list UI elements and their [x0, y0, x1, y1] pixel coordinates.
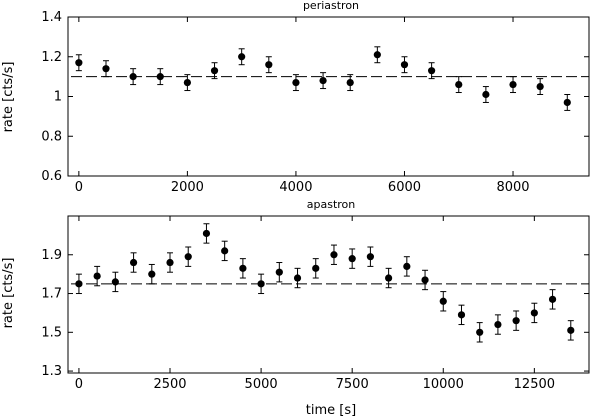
- apastron-y-tick-label: 1.7: [41, 287, 62, 302]
- periastron-x-tick-label: 8000: [496, 180, 529, 195]
- apastron-y-tick-label: 1.9: [41, 248, 62, 263]
- periastron-data-point: [156, 73, 164, 81]
- apastron-plot-frame: [67, 215, 590, 374]
- apastron-data-point: [403, 262, 411, 270]
- periastron-x-tick-label: 4000: [279, 180, 312, 195]
- apastron-data-point: [421, 276, 429, 284]
- apastron-data-point: [184, 253, 192, 261]
- periastron-title: periastron: [303, 0, 359, 12]
- periastron-x-tick-label: 2000: [171, 180, 204, 195]
- apastron-data-point: [312, 264, 320, 272]
- periastron-y-axis-label: rate [cts/s]: [1, 62, 16, 133]
- apastron-data-point: [348, 255, 356, 263]
- apastron-data-point: [239, 264, 247, 272]
- periastron-y-tick-label: 1.2: [41, 50, 62, 65]
- periastron-y-tick-label: 0.8: [41, 129, 62, 144]
- apastron-data-point: [366, 253, 374, 261]
- apastron-data-point: [257, 280, 265, 288]
- apastron-data-point: [148, 270, 156, 278]
- x-axis-label: time [s]: [306, 403, 356, 418]
- periastron-data-point: [536, 82, 544, 91]
- apastron-data-point: [75, 280, 83, 288]
- apastron-data-point: [512, 317, 520, 325]
- apastron-data-point: [293, 274, 302, 282]
- apastron-data-point: [494, 320, 502, 329]
- periastron-data-point: [129, 73, 137, 81]
- apastron-title: apastron: [307, 198, 356, 211]
- apastron-panel: apastron rate [cts/s] time [s] 0 2500 5000…: [1, 198, 590, 418]
- periastron-y-tick-label: 0.6: [41, 169, 62, 184]
- apastron-y-tick-label: 1.3: [41, 364, 62, 379]
- apastron-data-point: [129, 258, 138, 267]
- periastron-data-point: [183, 78, 191, 87]
- apastron-data-point: [476, 328, 484, 336]
- periastron-x-tick-label: 6000: [388, 180, 421, 195]
- apastron-x-tick-label: 2500: [153, 377, 186, 392]
- apastron-data-point: [93, 272, 101, 280]
- periastron-data-point: [319, 77, 327, 85]
- periastron-data-point: [238, 53, 246, 61]
- apastron-data-point: [221, 247, 229, 255]
- periastron-x-tick-label: 0: [75, 180, 83, 195]
- apastron-data-point: [202, 229, 211, 238]
- periastron-data-point: [428, 67, 436, 75]
- apastron-data-point: [530, 309, 538, 317]
- apastron-data-point: [166, 258, 174, 267]
- periastron-panel: periastron rate [cts/s] 0 2000 4000 6000 800…: [1, 0, 590, 195]
- apastron-x-tick-label: 12500: [514, 377, 555, 392]
- periastron-data-point: [75, 59, 83, 67]
- periastron-data-point: [563, 98, 571, 107]
- periastron-data-point: [482, 90, 490, 99]
- periastron-data-point: [373, 51, 381, 59]
- apastron-data-point: [439, 297, 447, 305]
- periastron-data-point: [292, 78, 300, 87]
- periastron-data-point: [455, 80, 463, 89]
- apastron-data-point: [548, 295, 557, 303]
- periastron-data-point: [102, 65, 110, 73]
- periastron-data-point: [400, 61, 409, 69]
- apastron-y-axis-label: rate [cts/s]: [1, 258, 16, 329]
- periastron-data-point: [265, 61, 273, 69]
- periastron-y-tick-label: 1: [54, 90, 62, 105]
- apastron-data-point: [457, 311, 466, 319]
- apastron-y-tick-label: 1.5: [41, 325, 62, 340]
- apastron-x-tick-label: 5000: [245, 377, 278, 392]
- apastron-data-point: [385, 274, 393, 282]
- periastron-data-point: [346, 78, 354, 87]
- apastron-x-tick-label: 7500: [336, 377, 369, 392]
- apastron-data-point: [330, 251, 338, 259]
- apastron-data-point: [111, 278, 119, 286]
- apastron-data-point: [275, 268, 283, 276]
- periastron-data-point: [210, 67, 219, 75]
- apastron-x-tick-label: 10000: [423, 377, 464, 392]
- periastron-y-tick-label: 1.4: [41, 10, 62, 25]
- apastron-data-point: [567, 326, 575, 334]
- apastron-x-tick-label: 0: [75, 377, 83, 392]
- periastron-plot-frame: [67, 16, 590, 177]
- periastron-data-point: [509, 80, 517, 89]
